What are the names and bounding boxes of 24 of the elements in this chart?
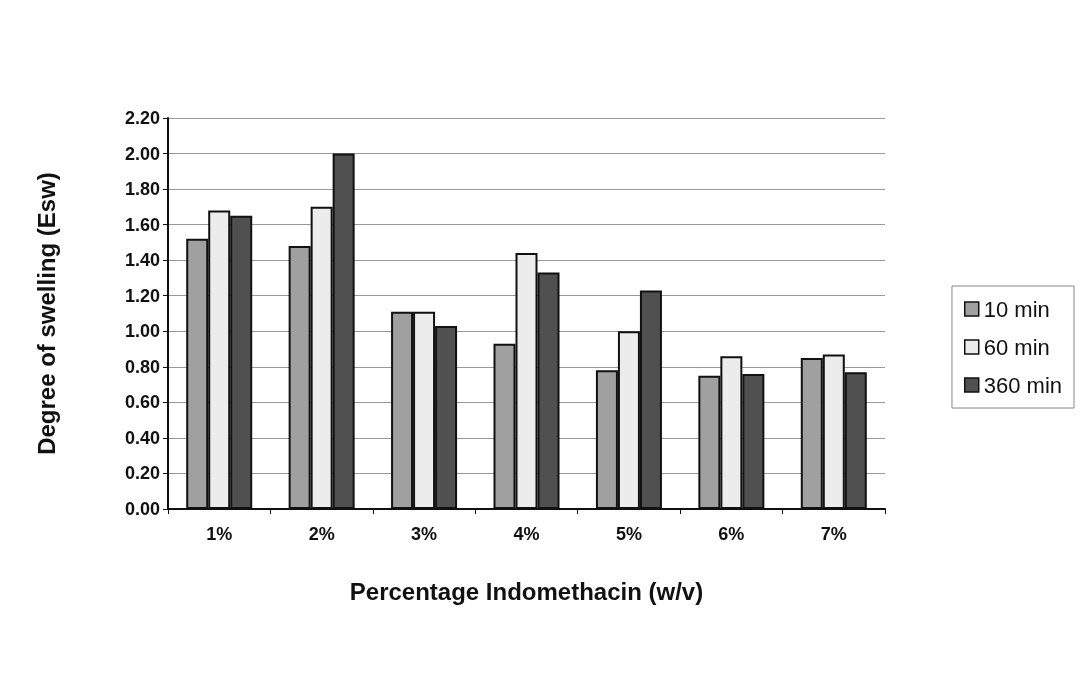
legend-label: 360 min xyxy=(983,372,1063,398)
y-tick-label: 0.00 xyxy=(124,499,160,519)
legend-label: 60 min xyxy=(983,334,1050,360)
y-tick-label: 1.60 xyxy=(124,214,160,235)
y-tick-label: 0.80 xyxy=(124,356,160,377)
x-tick-label: 1% xyxy=(206,524,233,544)
y-tick-label: 1.00 xyxy=(124,321,160,342)
x-tick-label: 7% xyxy=(820,524,847,544)
x-tick-label: 4% xyxy=(513,524,540,544)
y-tick-label: 1.40 xyxy=(124,250,160,271)
y-tick-label: 2.20 xyxy=(124,108,160,128)
y-tick-label: 2.00 xyxy=(124,143,160,164)
y-tick-label: 1.20 xyxy=(124,285,160,306)
x-axis-title: Percentage Indomethacin (w/v) xyxy=(349,577,704,605)
x-tick-label: 6% xyxy=(718,524,745,544)
y-tick-label: 0.40 xyxy=(124,427,160,448)
x-tick-label: 3% xyxy=(411,524,438,544)
x-tick-label: 2% xyxy=(308,524,335,544)
y-tick-label: 0.60 xyxy=(124,392,160,413)
x-tick-label: 5% xyxy=(615,524,642,544)
y-tick-label: 1.80 xyxy=(124,179,160,200)
legend-label: 10 min xyxy=(983,296,1050,322)
y-axis-title: Degree of swelling (Esw) xyxy=(32,172,60,455)
y-tick-label: 0.20 xyxy=(124,463,160,484)
